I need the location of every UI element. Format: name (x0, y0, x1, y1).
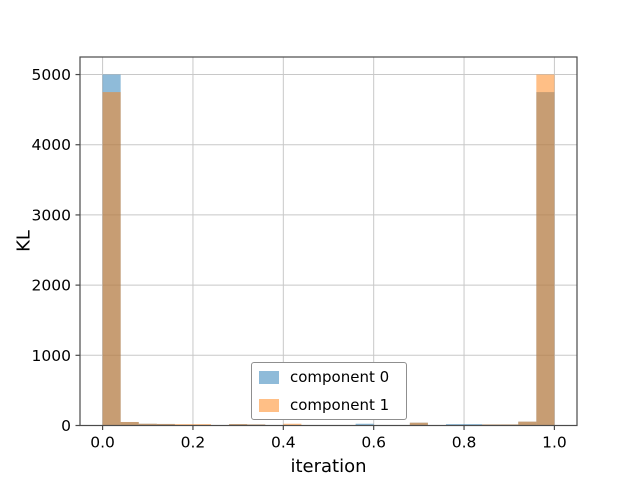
hist-bar-component-1 (174, 424, 193, 426)
hist-bar-component-1 (120, 421, 139, 426)
x-tick-label: 0.2 (181, 434, 206, 452)
y-tick-label: 3000 (32, 206, 71, 224)
legend-item-component-0: component 0 (259, 370, 396, 385)
hist-bar-component-1 (138, 423, 157, 426)
hist-bar-component-1 (536, 74, 555, 426)
hist-bar-component-1 (102, 92, 121, 426)
hist-bar-component-1 (518, 421, 537, 426)
hist-bar-component-1 (192, 424, 212, 426)
legend-label-component-0: component 0 (290, 368, 390, 386)
x-tick-label: 0.0 (90, 434, 115, 452)
y-tick-label: 0 (61, 417, 71, 435)
legend-label-component-1: component 1 (290, 396, 390, 414)
hist-bar-component-0 (355, 423, 374, 426)
hist-bar-component-0 (464, 424, 483, 426)
hist-bar-component-1 (283, 423, 302, 426)
legend-swatch-component-1-icon (259, 399, 279, 412)
y-tick-label: 2000 (32, 277, 71, 295)
x-tick-label: 0.6 (361, 434, 386, 452)
legend-swatch-component-0-icon (259, 371, 279, 384)
legend-item-component-1: component 1 (259, 398, 396, 413)
hist-bar-component-1 (409, 422, 428, 426)
hist-bar-component-0 (445, 424, 465, 426)
x-tick-label: 1.0 (542, 434, 567, 452)
y-tick-label: 1000 (32, 347, 71, 365)
y-tick-label: 5000 (32, 66, 71, 84)
y-axis-label: KL (13, 230, 35, 252)
hist-bar-component-1 (156, 423, 175, 426)
hist-bar-component-1 (229, 424, 248, 426)
y-tick-label: 4000 (32, 136, 71, 154)
plot-frame (79, 56, 578, 427)
legend: component 0 component 1 (251, 362, 407, 420)
x-tick-label: 0.8 (452, 434, 477, 452)
x-tick-label: 0.4 (271, 434, 296, 452)
x-axis-label: iteration (290, 456, 367, 477)
